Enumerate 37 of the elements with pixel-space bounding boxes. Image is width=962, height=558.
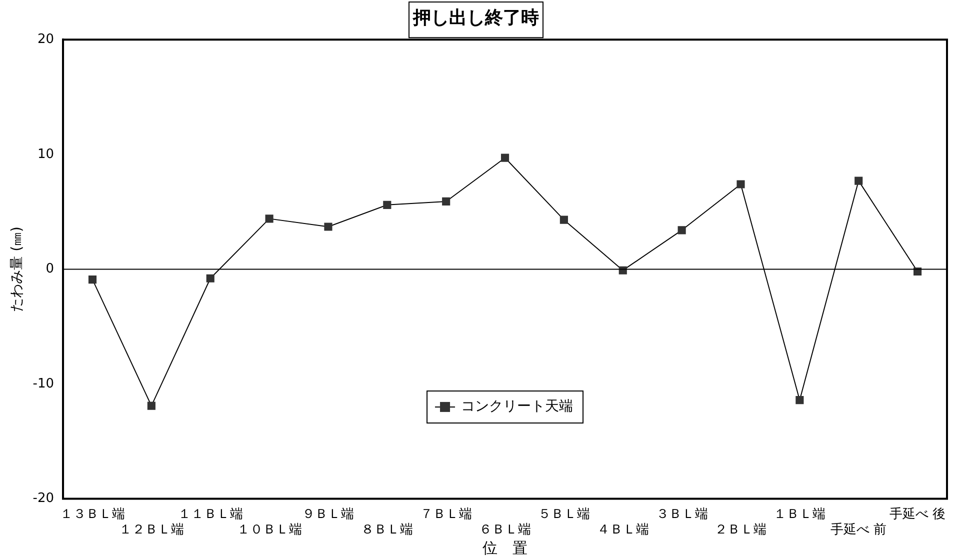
x-tick-label: １ＢＬ端 <box>774 506 826 522</box>
point <box>560 216 568 224</box>
x-tick-label: ７ＢＬ端 <box>420 506 472 522</box>
point <box>854 176 863 185</box>
x-tick-label: ８ＢＬ端 <box>361 522 414 538</box>
y-tick-label: -20 <box>32 491 54 506</box>
x-tick-label: ６ＢＬ端 <box>479 522 532 538</box>
x-tick-label: １３ＢＬ端 <box>60 506 125 522</box>
x-tick-label: ４ＢＬ端 <box>596 522 649 538</box>
x-tick-label: 手延べ 前 <box>830 522 887 538</box>
x-tick-label: ２ＢＬ端 <box>714 522 767 538</box>
y-axis-title: たわみ量 (㎜) <box>9 226 26 312</box>
point <box>383 200 392 209</box>
x-tick-label: ９ＢＬ端 <box>302 506 354 522</box>
x-tick-label: 手延べ 後 <box>889 506 946 522</box>
y-tick-label: 0 <box>46 262 54 277</box>
point <box>88 275 97 284</box>
y-tick-label: 20 <box>37 32 54 47</box>
x-tick-label: １１ＢＬ端 <box>178 506 243 522</box>
point <box>324 222 332 231</box>
point <box>442 197 450 206</box>
x-axis-title: 位 置 <box>482 538 528 557</box>
point <box>265 214 274 223</box>
y-tick-label: -10 <box>32 376 54 392</box>
chart-title: 押し出し終了時 <box>412 7 539 28</box>
y-tick-label: 10 <box>37 146 54 162</box>
x-tick-label: ３ＢＬ端 <box>656 506 708 522</box>
point <box>796 396 804 404</box>
x-tick-label: ５ＢＬ端 <box>538 506 590 522</box>
x-tick-label: １２ＢＬ端 <box>118 522 184 538</box>
point <box>147 402 156 410</box>
legend-label: コンクリート天端 <box>461 398 574 415</box>
x-tick-label: １０ＢＬ端 <box>236 522 302 538</box>
point <box>206 274 214 282</box>
point <box>736 180 745 188</box>
point <box>500 154 510 162</box>
point <box>678 226 686 234</box>
